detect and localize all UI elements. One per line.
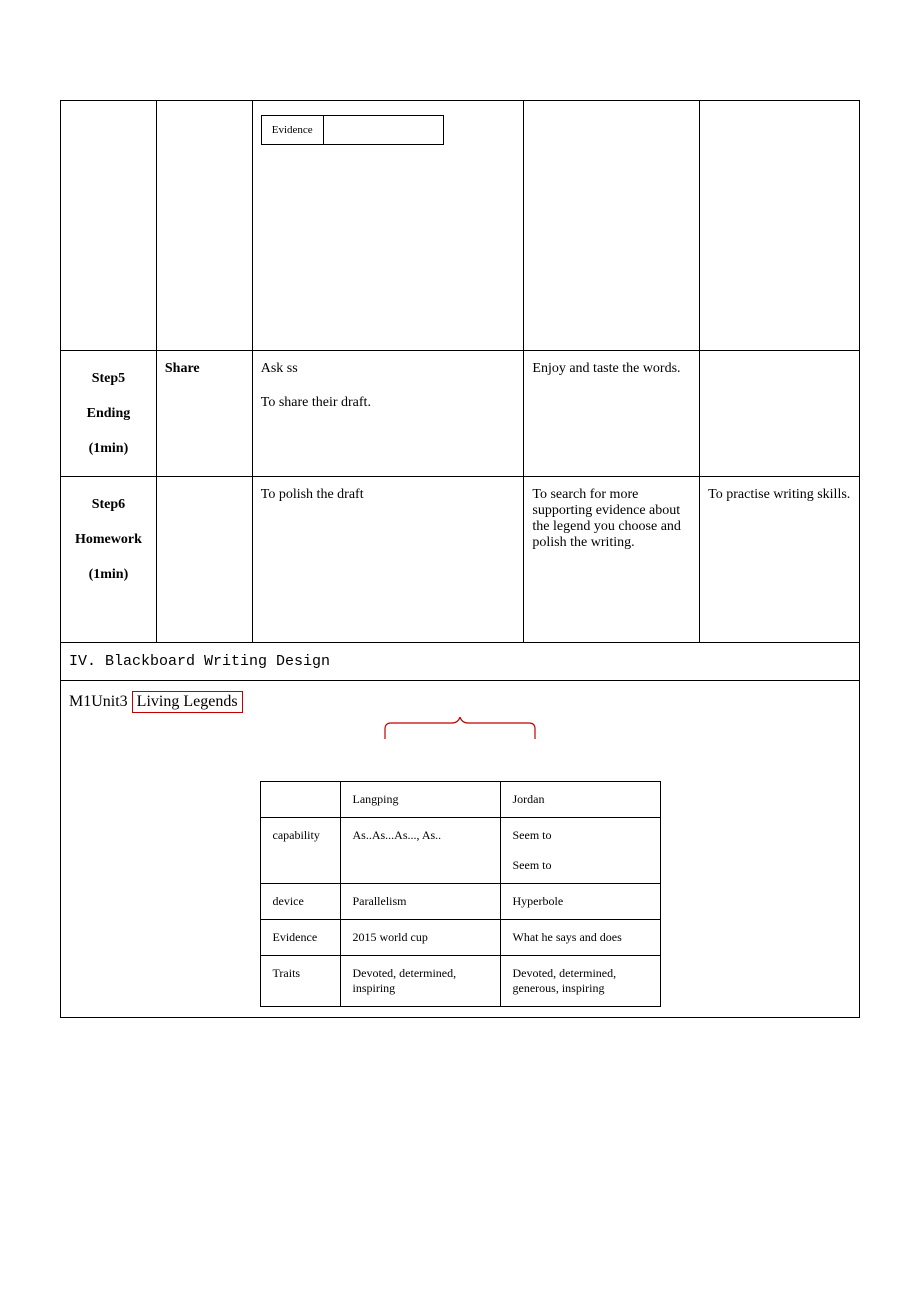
student-cell-empty bbox=[524, 101, 700, 351]
bb-header-empty bbox=[260, 782, 340, 818]
step5-step-cell: Step5 Ending (1min) bbox=[61, 351, 157, 477]
bb-device-langping: Parallelism bbox=[340, 884, 500, 920]
step5-time: (1min) bbox=[69, 431, 148, 466]
activity-cell-empty bbox=[156, 101, 252, 351]
section-header-cell: IV. Blackboard Writing Design bbox=[61, 643, 860, 681]
step6-activity-cell bbox=[156, 477, 252, 643]
bb-capability-langping: As..As...As..., As.. bbox=[340, 818, 500, 884]
purpose-cell-empty bbox=[700, 101, 860, 351]
step6-label: Step6 bbox=[69, 487, 148, 522]
blackboard-cell: M1Unit3 Living Legends Langping Jordan c… bbox=[61, 681, 860, 1018]
bb-capability-jordan: Seem to Seem to bbox=[500, 818, 660, 884]
step5-teacher-cell: Ask ss To share their draft. bbox=[252, 351, 524, 477]
row-step6: Step6 Homework (1min) To polish the draf… bbox=[61, 477, 860, 643]
bb-evidence-jordan: What he says and does bbox=[500, 920, 660, 956]
title-boxed: Living Legends bbox=[132, 691, 243, 713]
bb-traits-label: Traits bbox=[260, 956, 340, 1007]
lesson-plan-table: Evidence Step5 Ending (1min) Share Ask s… bbox=[60, 100, 860, 1018]
step5-activity-cell: Share bbox=[156, 351, 252, 477]
blackboard-comparison-table: Langping Jordan capability As..As...As..… bbox=[260, 781, 661, 1007]
step5-ending: Ending bbox=[69, 396, 148, 431]
bb-device-label: device bbox=[260, 884, 340, 920]
step5-teacher-line2: To share their draft. bbox=[261, 395, 516, 411]
teacher-cell-evidence: Evidence bbox=[252, 101, 524, 351]
step6-time: (1min) bbox=[69, 557, 148, 592]
step6-teacher-cell: To polish the draft bbox=[252, 477, 524, 643]
bb-row-capability: capability As..As...As..., As.. Seem to … bbox=[260, 818, 660, 884]
bb-header-row: Langping Jordan bbox=[260, 782, 660, 818]
step6-student-cell: To search for more supporting evidence a… bbox=[524, 477, 700, 643]
bb-device-jordan: Hyperbole bbox=[500, 884, 660, 920]
title-prefix: M1Unit3 bbox=[69, 693, 128, 710]
step6-step-cell: Step6 Homework (1min) bbox=[61, 477, 157, 643]
bb-row-device: device Parallelism Hyperbole bbox=[260, 884, 660, 920]
bb-traits-jordan: Devoted, determined, generous, inspiring bbox=[500, 956, 660, 1007]
brace-icon bbox=[380, 717, 540, 741]
step5-teacher-line1: Ask ss bbox=[261, 361, 516, 377]
row-blackboard: M1Unit3 Living Legends Langping Jordan c… bbox=[61, 681, 860, 1018]
step6-homework: Homework bbox=[69, 522, 148, 557]
bb-evidence-label: Evidence bbox=[260, 920, 340, 956]
step5-student-cell: Enjoy and taste the words. bbox=[524, 351, 700, 477]
blackboard-title: M1Unit3 Living Legends bbox=[69, 691, 243, 713]
row-step5: Step5 Ending (1min) Share Ask ss To shar… bbox=[61, 351, 860, 477]
bb-header-jordan: Jordan bbox=[500, 782, 660, 818]
bb-evidence-langping: 2015 world cup bbox=[340, 920, 500, 956]
bb-capability-label: capability bbox=[260, 818, 340, 884]
step5-purpose-cell bbox=[700, 351, 860, 477]
evidence-value-cell bbox=[323, 116, 443, 145]
bb-row-traits: Traits Devoted, determined, inspiring De… bbox=[260, 956, 660, 1007]
row-section-header: IV. Blackboard Writing Design bbox=[61, 643, 860, 681]
evidence-inner-table: Evidence bbox=[261, 115, 444, 145]
step6-purpose-cell: To practise writing skills. bbox=[700, 477, 860, 643]
step-cell-empty bbox=[61, 101, 157, 351]
evidence-label-cell: Evidence bbox=[261, 116, 323, 145]
bb-traits-langping: Devoted, determined, inspiring bbox=[340, 956, 500, 1007]
bb-header-langping: Langping bbox=[340, 782, 500, 818]
bb-row-evidence: Evidence 2015 world cup What he says and… bbox=[260, 920, 660, 956]
row-prev-continuation: Evidence bbox=[61, 101, 860, 351]
step5-label: Step5 bbox=[69, 361, 148, 396]
